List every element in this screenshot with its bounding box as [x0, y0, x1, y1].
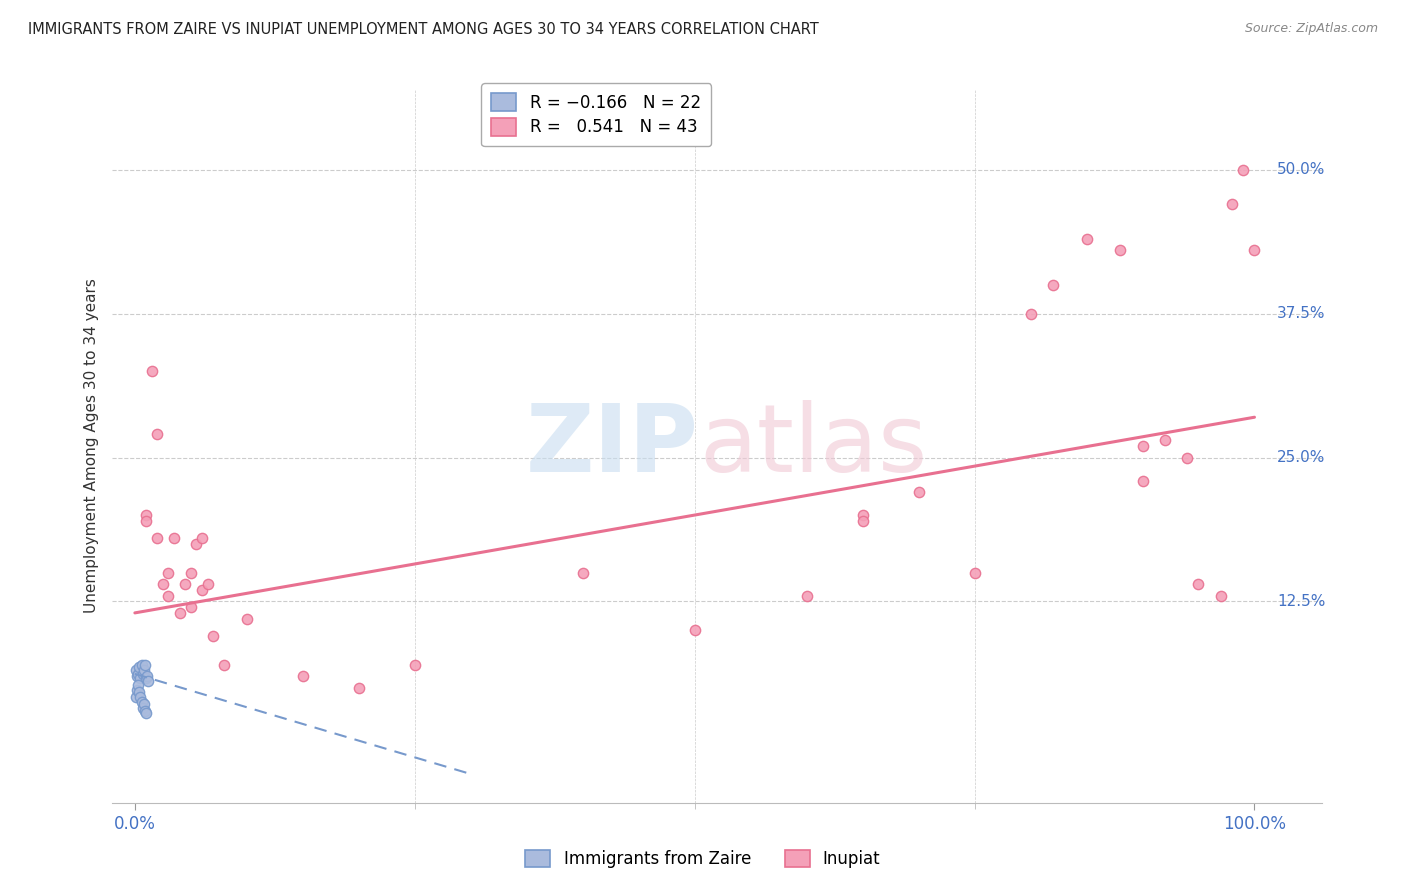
- Point: [347, 681, 370, 695]
- Point: [131, 694, 153, 708]
- Point: [191, 582, 214, 597]
- Point: [128, 660, 150, 674]
- Text: atlas: atlas: [699, 400, 927, 492]
- Y-axis label: Unemployment Among Ages 30 to 34 years: Unemployment Among Ages 30 to 34 years: [83, 278, 98, 614]
- Text: ZIP: ZIP: [526, 400, 699, 492]
- Point: [1109, 244, 1132, 258]
- Point: [129, 690, 152, 704]
- Point: [197, 577, 219, 591]
- Legend: Immigrants from Zaire, Inupiat: Immigrants from Zaire, Inupiat: [519, 843, 887, 875]
- Point: [127, 683, 149, 698]
- Point: [131, 657, 153, 672]
- Point: [125, 690, 148, 704]
- Point: [1187, 577, 1209, 591]
- Point: [134, 704, 156, 718]
- Point: [291, 669, 314, 683]
- Point: [135, 672, 157, 686]
- Point: [135, 706, 157, 720]
- Point: [129, 672, 152, 686]
- Point: [127, 666, 149, 681]
- Point: [180, 600, 202, 615]
- Point: [852, 508, 875, 522]
- Legend: R = −0.166   N = 22, R =   0.541   N = 43: R = −0.166 N = 22, R = 0.541 N = 43: [481, 83, 711, 146]
- Text: Source: ZipAtlas.com: Source: ZipAtlas.com: [1244, 22, 1378, 36]
- Text: IMMIGRANTS FROM ZAIRE VS INUPIAT UNEMPLOYMENT AMONG AGES 30 TO 34 YEARS CORRELAT: IMMIGRANTS FROM ZAIRE VS INUPIAT UNEMPLO…: [28, 22, 818, 37]
- Point: [132, 666, 155, 681]
- Point: [132, 664, 155, 678]
- Point: [174, 577, 197, 591]
- Point: [134, 657, 156, 672]
- Text: 37.5%: 37.5%: [1277, 306, 1326, 321]
- Point: [1175, 450, 1198, 465]
- Point: [191, 531, 214, 545]
- Point: [1209, 589, 1232, 603]
- Point: [1076, 232, 1098, 246]
- Point: [186, 537, 208, 551]
- Point: [1154, 434, 1177, 448]
- Point: [202, 629, 225, 643]
- Point: [963, 566, 986, 580]
- Point: [152, 577, 174, 591]
- Text: 50.0%: 50.0%: [1277, 162, 1326, 178]
- Point: [146, 531, 169, 545]
- Point: [1042, 277, 1064, 292]
- Point: [163, 531, 186, 545]
- Point: [907, 485, 929, 500]
- Point: [132, 701, 155, 715]
- Point: [852, 514, 875, 528]
- Point: [157, 566, 180, 580]
- Point: [571, 566, 593, 580]
- Point: [404, 657, 426, 672]
- Point: [1019, 307, 1042, 321]
- Point: [1232, 162, 1254, 177]
- Point: [128, 685, 150, 699]
- Text: 12.5%: 12.5%: [1277, 594, 1326, 609]
- Point: [136, 673, 159, 688]
- Point: [141, 364, 163, 378]
- Point: [683, 623, 706, 637]
- Point: [180, 566, 202, 580]
- Point: [236, 612, 259, 626]
- Point: [125, 664, 148, 678]
- Point: [127, 669, 149, 683]
- Point: [132, 697, 155, 711]
- Point: [1132, 474, 1154, 488]
- Point: [1132, 439, 1154, 453]
- Point: [135, 514, 157, 528]
- Text: 25.0%: 25.0%: [1277, 450, 1326, 465]
- Point: [1243, 244, 1265, 258]
- Point: [214, 657, 236, 672]
- Point: [127, 678, 149, 692]
- Point: [157, 589, 180, 603]
- Point: [1220, 197, 1243, 211]
- Point: [796, 589, 818, 603]
- Point: [169, 606, 191, 620]
- Point: [146, 427, 169, 442]
- Point: [136, 669, 159, 683]
- Point: [135, 508, 157, 522]
